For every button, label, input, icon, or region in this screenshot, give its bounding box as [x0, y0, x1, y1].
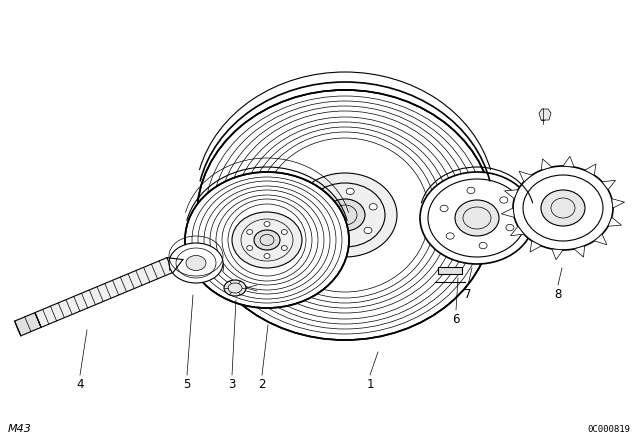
Polygon shape	[608, 217, 621, 226]
Ellipse shape	[346, 188, 354, 194]
Polygon shape	[501, 208, 515, 217]
Ellipse shape	[420, 172, 534, 264]
Ellipse shape	[282, 229, 287, 234]
Polygon shape	[594, 234, 607, 245]
Ellipse shape	[513, 166, 613, 250]
Polygon shape	[519, 171, 532, 182]
Text: M43: M43	[8, 424, 32, 434]
Ellipse shape	[313, 220, 321, 226]
Text: 7: 7	[464, 288, 472, 301]
Polygon shape	[612, 198, 625, 208]
Polygon shape	[574, 246, 585, 257]
Ellipse shape	[336, 236, 344, 242]
Text: 1: 1	[366, 378, 374, 391]
Text: 8: 8	[554, 288, 562, 301]
Ellipse shape	[440, 205, 448, 211]
Polygon shape	[35, 258, 173, 327]
Ellipse shape	[197, 90, 493, 340]
Polygon shape	[585, 164, 596, 175]
Polygon shape	[15, 313, 41, 336]
Text: 4: 4	[76, 378, 84, 391]
Ellipse shape	[446, 233, 454, 239]
Text: 2: 2	[259, 378, 266, 391]
Text: 0C000819: 0C000819	[587, 425, 630, 434]
Ellipse shape	[169, 243, 223, 283]
Polygon shape	[602, 181, 616, 190]
Ellipse shape	[282, 246, 287, 250]
Ellipse shape	[186, 255, 206, 271]
Text: 5: 5	[183, 378, 191, 391]
Ellipse shape	[246, 229, 253, 234]
Text: 9: 9	[540, 111, 547, 124]
FancyBboxPatch shape	[438, 267, 462, 273]
Polygon shape	[541, 159, 552, 170]
Ellipse shape	[293, 173, 397, 257]
Ellipse shape	[506, 224, 514, 231]
Polygon shape	[504, 190, 518, 198]
Ellipse shape	[254, 230, 280, 250]
Ellipse shape	[467, 187, 475, 194]
Polygon shape	[563, 156, 574, 167]
Ellipse shape	[318, 196, 326, 203]
Ellipse shape	[232, 212, 302, 268]
Ellipse shape	[479, 242, 487, 249]
Ellipse shape	[455, 200, 499, 236]
Polygon shape	[552, 249, 563, 260]
Ellipse shape	[264, 222, 270, 226]
Polygon shape	[511, 226, 524, 236]
Ellipse shape	[246, 246, 253, 250]
Ellipse shape	[185, 172, 349, 308]
Ellipse shape	[500, 197, 508, 203]
Ellipse shape	[264, 254, 270, 258]
Text: 6: 6	[452, 313, 460, 326]
Ellipse shape	[369, 203, 377, 210]
Polygon shape	[539, 109, 551, 120]
Polygon shape	[530, 241, 541, 252]
Ellipse shape	[325, 199, 365, 231]
Ellipse shape	[364, 227, 372, 233]
Text: 3: 3	[228, 378, 236, 391]
Ellipse shape	[224, 280, 246, 296]
Ellipse shape	[541, 190, 585, 226]
